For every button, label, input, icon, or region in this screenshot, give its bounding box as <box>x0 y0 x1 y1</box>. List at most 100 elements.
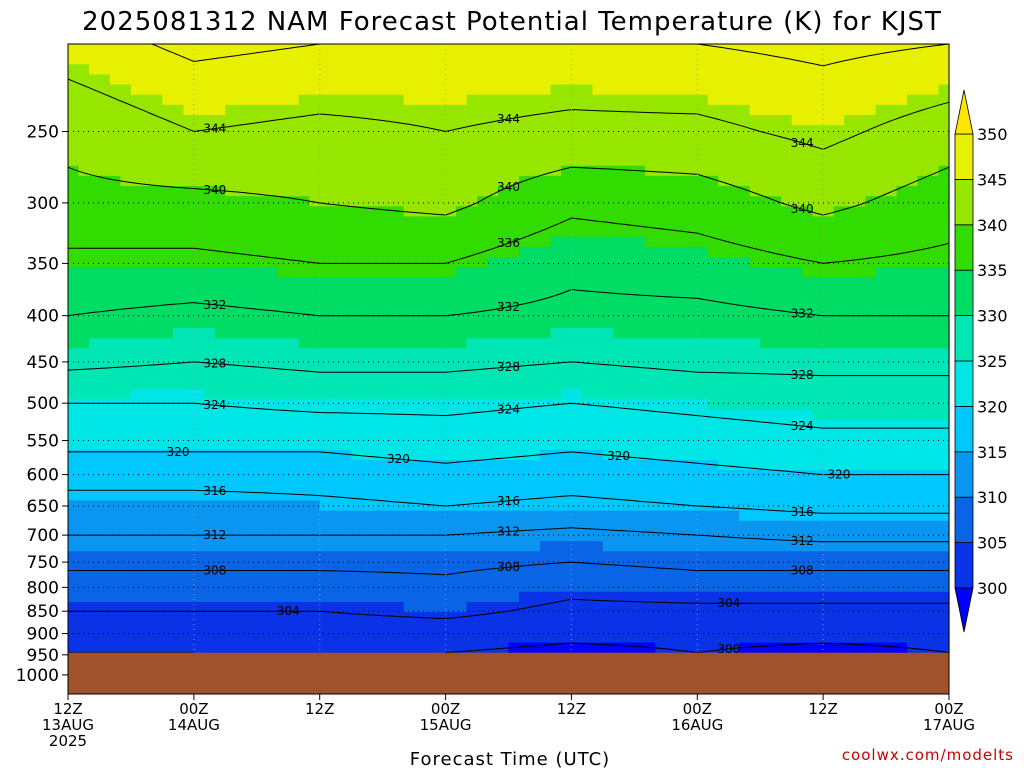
field-cell <box>550 530 562 542</box>
field-cell <box>644 439 656 451</box>
field-cell <box>875 186 887 197</box>
field-cell <box>508 145 520 157</box>
field-cell <box>833 246 845 258</box>
field-cell <box>560 196 573 207</box>
field-cell <box>613 54 625 65</box>
field-cell <box>560 165 573 177</box>
field-cell <box>498 115 510 126</box>
field-cell <box>655 388 667 400</box>
field-cell <box>267 175 279 187</box>
field-cell <box>760 175 772 187</box>
field-cell <box>309 480 321 491</box>
field-cell <box>256 510 268 522</box>
field-cell <box>812 297 824 309</box>
field-cell <box>613 277 625 289</box>
field-cell <box>246 186 258 197</box>
field-cell <box>613 612 625 623</box>
field-cell <box>456 94 468 106</box>
field-cell <box>739 378 751 390</box>
field-cell <box>361 44 373 55</box>
field-cell <box>655 257 667 268</box>
field-cell <box>676 449 688 461</box>
field-cell <box>151 459 163 471</box>
field-cell <box>193 358 205 370</box>
field-cell <box>403 338 415 349</box>
field-cell <box>571 307 583 319</box>
field-cell <box>351 490 363 502</box>
field-cell <box>718 236 730 248</box>
field-cell <box>875 642 887 654</box>
field-cell <box>88 54 101 65</box>
field-cell <box>382 175 394 187</box>
field-cell <box>770 84 782 96</box>
field-cell <box>739 84 751 96</box>
field-cell <box>749 571 761 583</box>
field-cell <box>707 104 719 116</box>
field-cell <box>739 388 751 400</box>
field-cell <box>823 368 835 380</box>
field-cell <box>424 135 436 147</box>
field-cell <box>445 429 457 441</box>
field-cell <box>634 125 646 136</box>
field-cell <box>298 581 310 593</box>
field-cell <box>676 206 688 218</box>
field-cell <box>214 500 226 512</box>
field-cell <box>886 581 898 593</box>
field-cell <box>739 145 751 157</box>
field-cell <box>351 186 363 197</box>
field-cell <box>109 115 122 126</box>
field-cell <box>560 74 573 86</box>
field-cell <box>634 348 646 360</box>
field-cell <box>539 165 552 177</box>
field-cell <box>634 632 646 644</box>
field-cell <box>728 622 740 634</box>
field-cell <box>665 84 677 96</box>
field-cell <box>445 196 457 207</box>
field-cell <box>529 125 541 136</box>
field-cell <box>151 297 163 309</box>
field-cell <box>875 622 887 634</box>
field-cell <box>686 419 698 431</box>
field-cell <box>120 622 132 634</box>
field-cell <box>865 64 877 76</box>
field-cell <box>823 226 835 238</box>
field-cell <box>246 246 258 258</box>
field-cell <box>487 297 499 309</box>
field-cell <box>760 135 772 147</box>
field-cell <box>214 348 226 360</box>
field-cell <box>456 399 468 410</box>
field-cell <box>424 541 436 552</box>
field-cell <box>99 642 111 654</box>
field-cell <box>141 601 153 613</box>
field-cell <box>634 267 646 278</box>
field-cell <box>613 267 625 278</box>
field-cell <box>424 125 436 136</box>
field-cell <box>141 459 153 471</box>
field-cell <box>351 246 363 258</box>
field-cell <box>424 490 436 502</box>
field-cell <box>697 449 709 461</box>
field-cell <box>886 510 898 522</box>
field-cell <box>865 520 877 532</box>
field-cell <box>938 84 950 96</box>
field-cell <box>665 601 677 613</box>
field-cell <box>340 632 352 644</box>
field-cell <box>917 277 929 289</box>
field-cell <box>414 297 426 309</box>
field-cell <box>686 480 698 491</box>
field-cell <box>571 388 583 400</box>
field-cell <box>508 510 520 522</box>
field-cell <box>498 297 510 309</box>
field-cell <box>99 186 111 197</box>
field-cell <box>225 125 237 136</box>
field-cell <box>382 297 394 309</box>
field-cell <box>718 348 730 360</box>
field-cell <box>141 165 153 177</box>
field-cell <box>581 368 594 380</box>
field-cell <box>802 581 814 593</box>
field-cell <box>382 54 394 65</box>
field-cell <box>361 490 373 502</box>
field-cell <box>823 115 835 126</box>
field-cell <box>162 328 174 339</box>
field-cell <box>655 338 667 349</box>
